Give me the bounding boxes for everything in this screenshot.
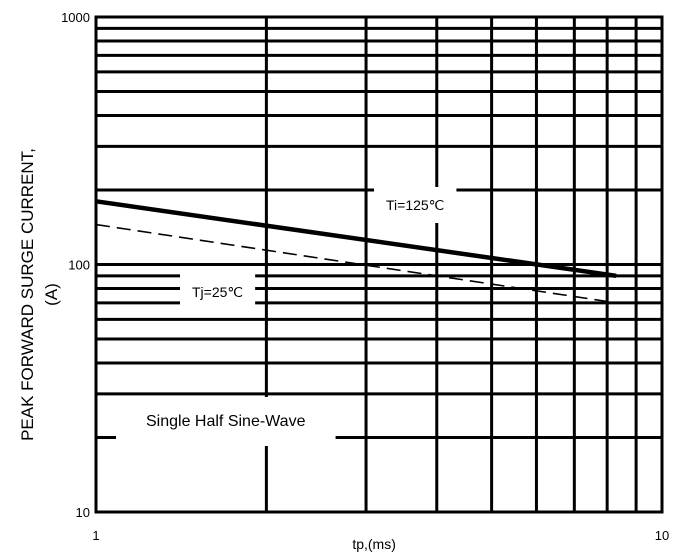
x-axis-title: tp,(ms) <box>352 536 396 552</box>
x-tick-label: 1 <box>92 528 99 543</box>
series-line-tj-25 <box>95 223 617 304</box>
y-axis-title-line1: PEAK FORWARD SURGE CURRENT, <box>18 148 37 441</box>
annotation-ti-125: Ti=125℃ <box>374 187 457 223</box>
annotation-ti-125-background <box>374 187 457 223</box>
y-axis-title-line2: (A) <box>42 283 61 306</box>
y-tick-label: 100 <box>68 258 90 273</box>
annotation-waveform: Single Half Sine-Wave <box>116 397 336 446</box>
annotation-tj-25: Tj=25℃ <box>180 274 256 310</box>
annotation-waveform-label: Single Half Sine-Wave <box>146 413 306 430</box>
series-line-ti-125 <box>95 199 617 279</box>
series-layer <box>95 199 617 304</box>
annotation-tj-25-label: Tj=25℃ <box>192 284 243 300</box>
y-tick-label: 10 <box>76 505 90 520</box>
annotation-waveform-background <box>116 397 336 446</box>
annotation-ti-125-label: Ti=125℃ <box>386 197 444 213</box>
annotation-tj-25-background <box>180 274 256 310</box>
y-tick-label: 1000 <box>61 10 90 25</box>
x-tick-label: 10 <box>655 528 669 543</box>
plot-frame <box>94 15 664 514</box>
